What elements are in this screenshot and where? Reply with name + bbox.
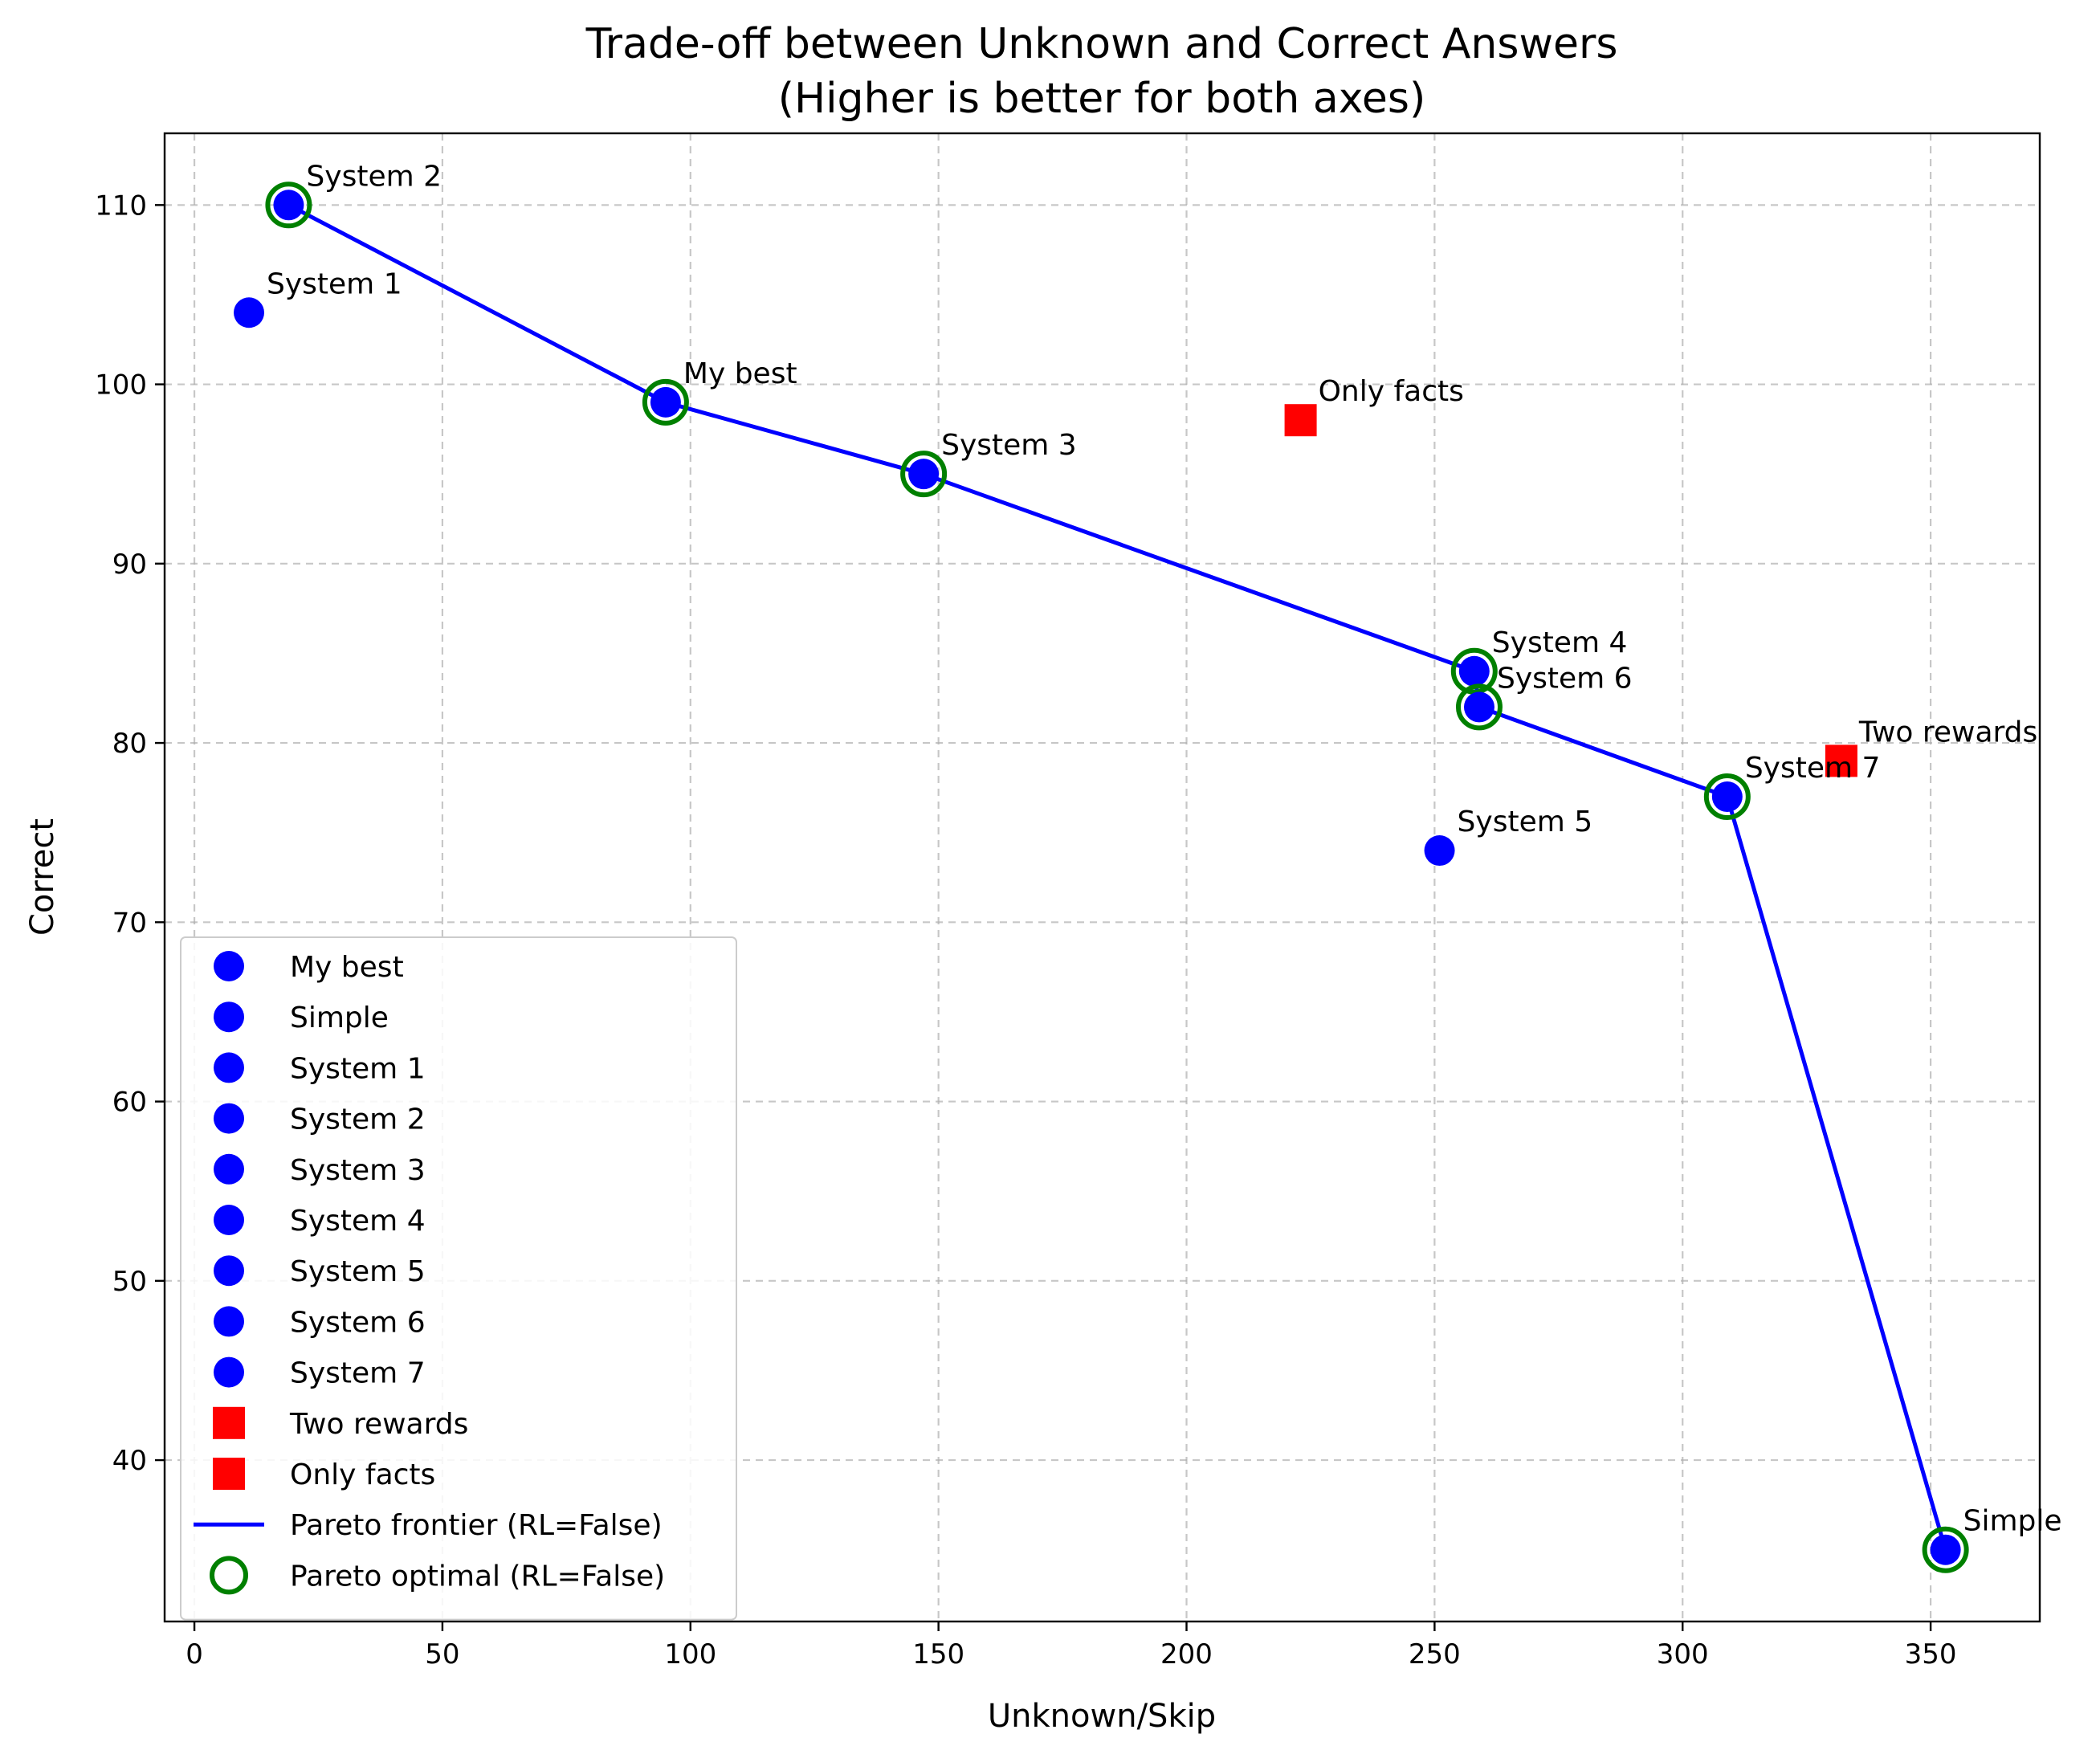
legend-marker-pareto-optimal-rl-false xyxy=(210,1556,248,1595)
x-axis-label: Unknown/Skip xyxy=(988,1698,1216,1735)
legend-label-system-5: System 5 xyxy=(290,1255,426,1288)
y-tick-label: 70 xyxy=(112,907,147,939)
legend-marker-only-facts xyxy=(213,1458,245,1490)
point-system-4 xyxy=(1458,655,1490,687)
point-label-system-1: System 1 xyxy=(267,267,402,300)
pareto-ring-system-2 xyxy=(265,182,312,229)
point-label-system-7: System 7 xyxy=(1745,752,1881,785)
pareto-ring-system-4 xyxy=(1450,647,1498,695)
legend-label-pareto-frontier-rl-false: Pareto frontier (RL=False) xyxy=(290,1509,663,1542)
legend-label-system-6: System 6 xyxy=(290,1306,426,1339)
x-tick-label: 0 xyxy=(186,1638,203,1670)
chart-title-line-2: (Higher is better for both axes) xyxy=(778,75,1426,123)
x-tick-label: 100 xyxy=(664,1638,716,1670)
point-system-6 xyxy=(1463,691,1494,723)
chart-title: Trade-off between Unknown and Correct An… xyxy=(585,20,1618,123)
point-label-system-5: System 5 xyxy=(1458,806,1593,838)
point-two-rewards xyxy=(1825,744,1857,777)
pareto-ring-my-best xyxy=(642,378,689,426)
legend-marker-system-7 xyxy=(214,1356,244,1388)
legend: My best Simple System 1 System 2 System 3 Sys… xyxy=(180,936,737,1621)
point-labels: My best Simple System 1 System 2 System 3 Sys… xyxy=(267,160,2062,1537)
legend-marker-system-4 xyxy=(214,1205,244,1235)
legend-label-simple: Simple xyxy=(290,1001,389,1034)
point-only-facts xyxy=(1284,404,1317,437)
x-tick-label: 350 xyxy=(1905,1638,1957,1670)
legend-label-system-3: System 3 xyxy=(290,1154,426,1187)
pareto-ring-simple xyxy=(1922,1526,1969,1573)
x-tick-label: 200 xyxy=(1160,1638,1213,1670)
legend-label-my-best: My best xyxy=(290,951,404,984)
legend-marker-simple xyxy=(214,1001,244,1033)
chart-title-line-1: Trade-off between Unknown and Correct An… xyxy=(585,20,1618,68)
pareto-ring-system-7 xyxy=(1703,773,1751,821)
y-tick-label: 110 xyxy=(95,190,147,222)
point-label-system-6: System 6 xyxy=(1497,662,1633,695)
point-label-simple: Simple xyxy=(1963,1505,2062,1538)
legend-label-only-facts: Only facts xyxy=(290,1458,435,1491)
x-tick-label: 150 xyxy=(912,1638,964,1670)
legend-marker-system-2 xyxy=(214,1103,244,1134)
point-label-system-3: System 3 xyxy=(941,429,1077,462)
y-tick-label: 60 xyxy=(112,1087,147,1119)
legend-marker-system-1 xyxy=(214,1052,244,1083)
y-axis-ticks: 40 50 60 70 80 90 100 110 xyxy=(95,190,165,1477)
legend-label-two-rewards: Two rewards xyxy=(289,1408,468,1441)
legend-label-system-4: System 4 xyxy=(290,1205,426,1238)
y-tick-label: 100 xyxy=(95,369,147,402)
y-tick-label: 50 xyxy=(112,1266,147,1298)
x-tick-label: 250 xyxy=(1409,1638,1461,1670)
point-label-system-2: System 2 xyxy=(306,160,442,193)
y-tick-label: 40 xyxy=(112,1445,147,1477)
point-label-two-rewards: Two rewards xyxy=(1858,716,2037,749)
legend-label-system-7: System 7 xyxy=(290,1357,426,1390)
plot-area-frame xyxy=(163,132,2041,1623)
x-axis-ticks: 0 50 100 150 200 250 300 350 xyxy=(186,1622,1957,1670)
point-label-my-best: My best xyxy=(683,357,797,390)
y-tick-label: 80 xyxy=(112,728,147,760)
legend-label-system-2: System 2 xyxy=(290,1103,426,1136)
x-tick-label: 300 xyxy=(1657,1638,1709,1670)
legend-label-pareto-optimal-rl-false: Pareto optimal (RL=False) xyxy=(290,1560,665,1593)
pareto-ring-system-6 xyxy=(1455,683,1503,731)
point-system-2 xyxy=(273,190,304,221)
point-simple xyxy=(1930,1534,1961,1565)
point-system-5 xyxy=(1424,835,1455,867)
y-tick-label: 90 xyxy=(112,549,147,581)
point-system-7 xyxy=(1711,781,1743,813)
data-points xyxy=(234,182,1969,1573)
point-label-only-facts: Only facts xyxy=(1319,375,1464,408)
legend-box xyxy=(180,936,737,1621)
legend-marker-system-5 xyxy=(214,1255,244,1287)
point-system-1 xyxy=(234,297,265,328)
pareto-ring-system-3 xyxy=(900,451,948,498)
legend-marker-two-rewards xyxy=(213,1406,245,1439)
legend-marker-system-6 xyxy=(214,1306,244,1337)
legend-label-system-1: System 1 xyxy=(290,1052,426,1085)
legend-marker-system-3 xyxy=(214,1153,244,1185)
x-tick-label: 50 xyxy=(425,1638,459,1670)
legend-marker-my-best xyxy=(214,951,244,981)
point-my-best xyxy=(650,386,681,418)
point-label-system-4: System 4 xyxy=(1492,626,1628,659)
point-system-3 xyxy=(908,459,940,490)
y-axis-label: Correct xyxy=(24,818,61,936)
